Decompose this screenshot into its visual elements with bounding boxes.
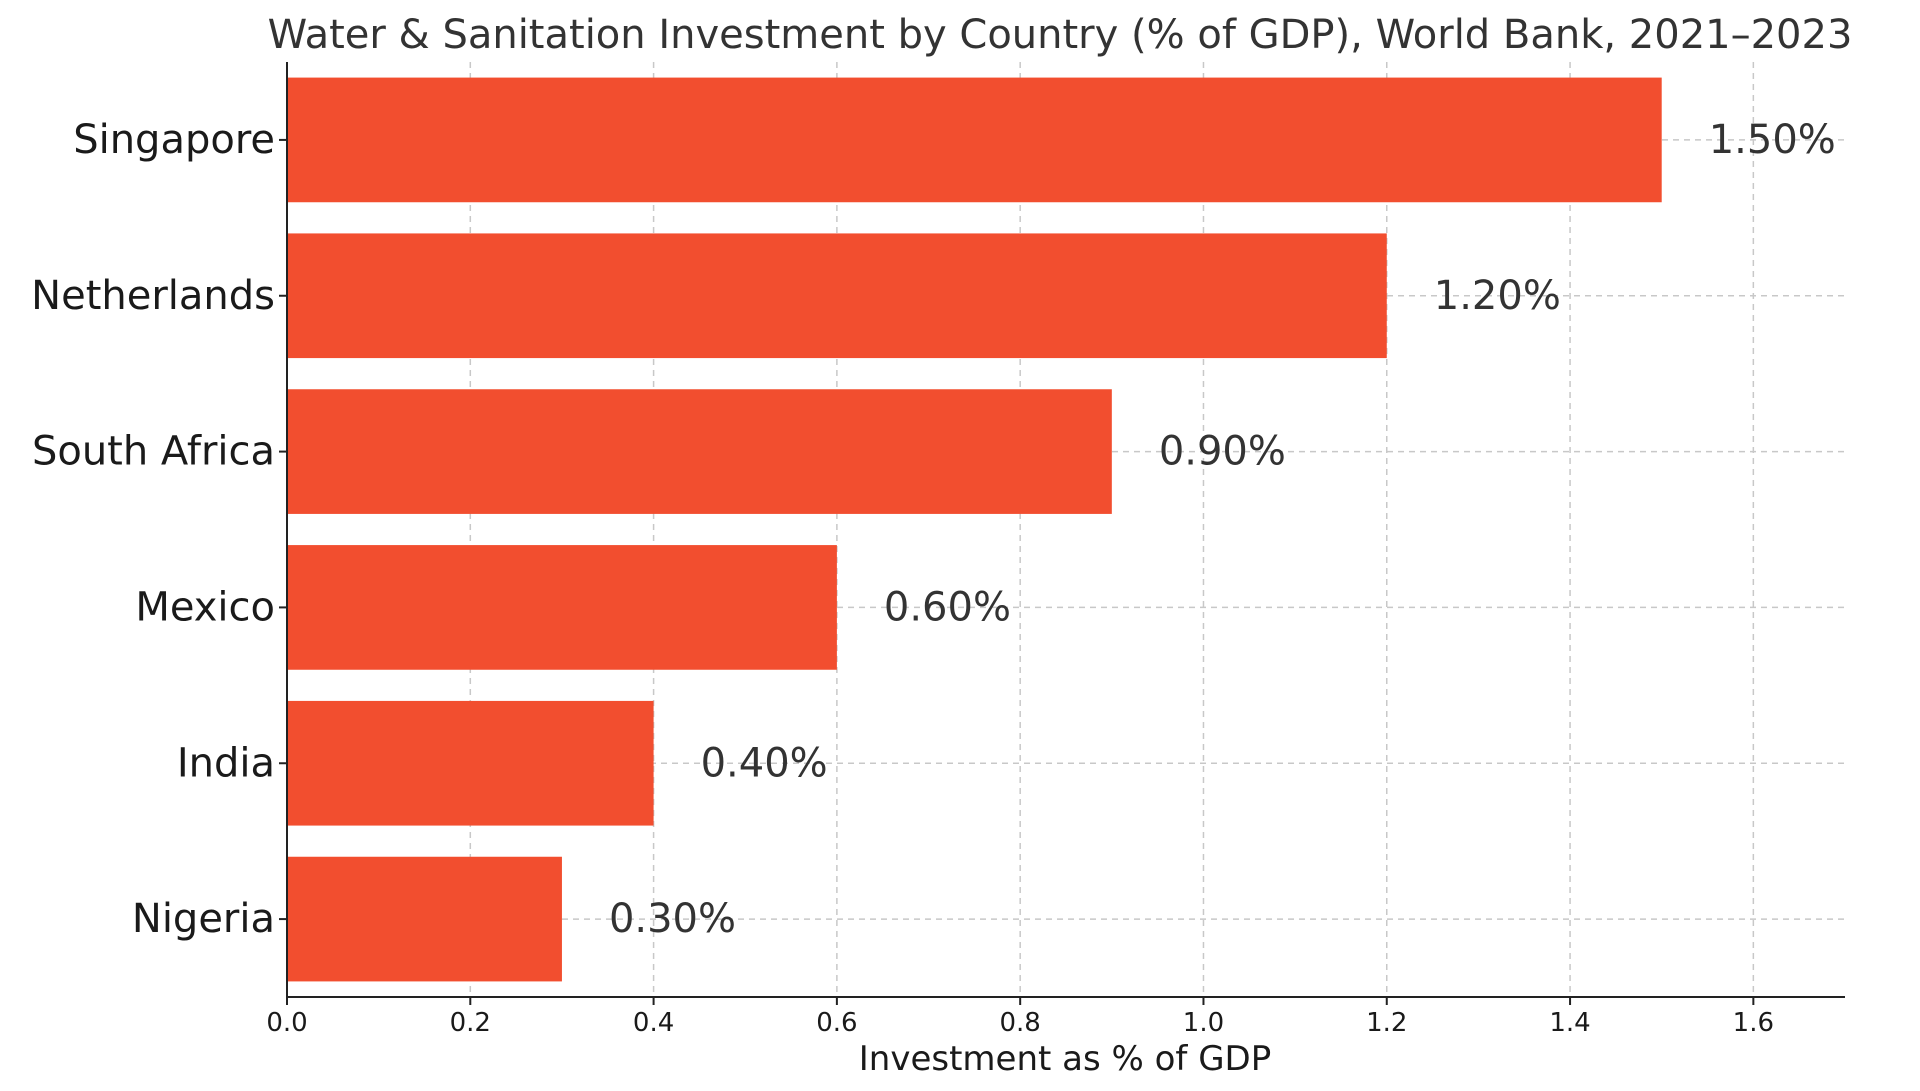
data-label-south-africa: 0.90%: [1159, 429, 1286, 475]
x-tick-label: 0.6: [816, 1008, 857, 1038]
data-label-netherlands: 1.20%: [1434, 273, 1561, 319]
x-axis-label: Investment as % of GDP: [859, 1039, 1271, 1079]
bar-south-africa: [287, 389, 1112, 514]
x-tick-label: 0.4: [633, 1008, 674, 1038]
data-label-singapore: 1.50%: [1709, 117, 1836, 163]
y-tick-label-nigeria: Nigeria: [132, 896, 275, 942]
y-tick-label-netherlands: Netherlands: [31, 273, 275, 319]
x-ticks: 0.0 0.2 0.4 0.6 0.8 1.0 1.2 1.4 1.6: [266, 997, 1774, 1038]
y-tick-label-south-africa: South Africa: [32, 429, 275, 475]
data-label-mexico: 0.60%: [884, 584, 1011, 630]
bar-netherlands: [287, 233, 1387, 359]
axes: [286, 62, 1845, 998]
bars: [287, 77, 1662, 982]
y-tick-label-mexico: Mexico: [135, 584, 275, 630]
y-tick-label-india: India: [177, 740, 275, 786]
data-label-india: 0.40%: [701, 740, 828, 786]
data-labels: 1.50% 1.20% 0.90% 0.60% 0.40% 0.30%: [609, 117, 1836, 942]
x-tick-label: 0.2: [450, 1008, 491, 1038]
bar-india: [287, 700, 654, 826]
x-tick-label: 1.6: [1733, 1008, 1774, 1038]
data-label-nigeria: 0.30%: [609, 896, 736, 942]
bar-mexico: [287, 545, 837, 670]
y-tick-label-singapore: Singapore: [73, 117, 275, 163]
x-tick-label: 1.2: [1366, 1008, 1407, 1038]
chart-title: Water & Sanitation Investment by Country…: [268, 12, 1853, 58]
bar-singapore: [287, 77, 1662, 203]
y-ticks: Singapore Netherlands South Africa Mexico In…: [31, 117, 287, 942]
x-tick-label: 0.0: [266, 1008, 307, 1038]
x-tick-label: 1.4: [1549, 1008, 1590, 1038]
x-tick-label: 0.8: [999, 1008, 1040, 1038]
x-tick-label: 1.0: [1183, 1008, 1224, 1038]
bar-nigeria: [287, 856, 562, 982]
